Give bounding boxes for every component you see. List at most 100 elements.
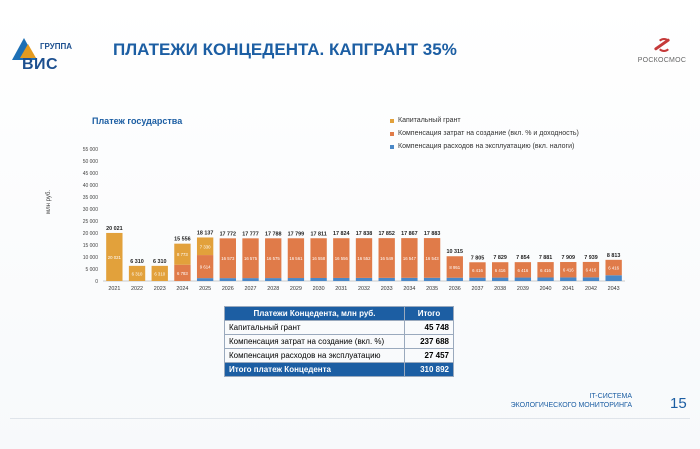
segment-data-label: 7 330	[200, 244, 211, 249]
footer-divider	[10, 418, 690, 419]
logo-triangle-accent-icon	[20, 44, 36, 58]
bar-segment	[378, 277, 395, 281]
segment-data-label: 16 549	[380, 256, 394, 261]
bar-segment	[605, 259, 622, 276]
table-total-label: Итого платеж Концедента	[224, 362, 405, 377]
segment-data-label: 6 416	[608, 266, 619, 271]
bar-segment	[106, 232, 123, 281]
bar-segment	[423, 238, 441, 278]
x-tick-label: 2040	[540, 286, 552, 292]
x-tick-label: 2022	[131, 286, 143, 292]
table-header-row: Платежи Концедента, млн руб. Итого	[224, 306, 454, 321]
table-row-label: Компенсация затрат на создание (вкл. %)	[224, 334, 405, 349]
segment-data-label: 8 951	[449, 265, 460, 270]
chart-legend: Капитальный грант Компенсация затрат на …	[390, 114, 579, 153]
page-number: 15	[670, 395, 687, 412]
x-tick-label: 2036	[449, 286, 461, 292]
legend-label-operation: Компенсация расходов на эксплуатацию (вк…	[398, 143, 575, 150]
x-tick-label: 2039	[517, 286, 529, 292]
bar-segment	[128, 265, 146, 281]
bar-segment	[287, 238, 305, 279]
x-tick-label: 2025	[199, 286, 211, 292]
x-tick-label: 2029	[290, 286, 302, 292]
total-data-label: 17 838	[356, 231, 373, 237]
roscosmos-logo-text: РОСКОСМОС	[637, 57, 687, 64]
bar-segment	[401, 277, 418, 281]
total-data-label: 10 315	[447, 249, 464, 255]
y-tick-label: 25 000	[83, 219, 99, 225]
bar-segment	[310, 238, 327, 278]
x-tick-label: 2037	[471, 286, 483, 292]
bar-segment	[242, 278, 259, 281]
segment-data-label: 16 575	[244, 256, 258, 261]
segment-data-label: 6 416	[586, 268, 597, 273]
x-tick-label: 2042	[585, 286, 597, 292]
total-data-label: 7 829	[493, 255, 507, 261]
bar-segment	[492, 277, 509, 281]
chart-subtitle: Платеж государства	[92, 116, 183, 126]
y-tick-label: 50 000	[83, 159, 99, 165]
table-header-total: Итого	[404, 306, 454, 321]
total-data-label: 17 788	[265, 231, 282, 237]
y-tick-label: 0	[95, 279, 98, 285]
segment-data-label: 6 416	[517, 268, 528, 273]
total-data-label: 18 137	[197, 230, 214, 236]
table-total-value: 310 892	[404, 362, 454, 377]
total-data-label: 7 805	[471, 255, 485, 261]
footer-caption-line1: IT-СИСТЕМА	[589, 393, 632, 400]
x-tick-label: 2032	[358, 286, 370, 292]
segment-data-label: 9 614	[200, 265, 211, 270]
segment-data-label: 16 552	[357, 256, 371, 261]
payments-summary-table: Платежи Концедента, млн руб. Итого Капит…	[224, 306, 454, 377]
table-row: Компенсация расходов на эксплуатацию 27 …	[224, 348, 454, 363]
total-data-label: 17 772	[220, 231, 237, 237]
segment-data-label: 6 416	[563, 268, 574, 273]
y-tick-label: 35 000	[83, 195, 99, 201]
bar-segment	[446, 277, 463, 281]
total-data-label: 17 777	[242, 231, 259, 237]
x-tick-label: 2027	[245, 286, 257, 292]
segment-data-label: 16 558	[312, 256, 326, 261]
segment-data-label: 6 416	[472, 268, 483, 273]
segment-data-label: 6 310	[132, 271, 143, 276]
segment-data-label: 16 556	[335, 256, 349, 261]
x-tick-label: 2030	[313, 286, 325, 292]
segment-data-label: 16 543	[426, 256, 440, 261]
bar-segment	[492, 262, 509, 278]
bar-segment	[560, 277, 577, 281]
total-data-label: 7 939	[584, 255, 598, 261]
legend-label-capgrant: Капитальный грант	[398, 117, 461, 124]
legend-item-creation: Компенсация затрат на создание (вкл. % и…	[390, 127, 579, 140]
bar-segment	[196, 237, 214, 256]
bar-segment	[560, 262, 577, 278]
bar-segment	[242, 238, 259, 279]
y-tick-label: 45 000	[83, 171, 99, 177]
bar-segment	[333, 277, 350, 281]
bar-segment	[446, 256, 463, 278]
x-tick-label: 2024	[176, 286, 188, 292]
logo-big-text: ВИС	[22, 56, 59, 73]
segment-data-label: 16 547	[403, 256, 417, 261]
bar-segment	[605, 275, 622, 281]
y-tick-label: 20 000	[83, 231, 99, 237]
legend-swatch-operation	[390, 144, 394, 149]
logo-small-text: ГРУППА	[40, 42, 73, 51]
y-tick-label: 55 000	[83, 147, 99, 153]
bar-segment	[196, 255, 214, 279]
bar-segment	[287, 278, 305, 281]
total-data-label: 8 813	[607, 253, 621, 259]
x-tick-label: 2033	[381, 286, 393, 292]
vis-group-logo: ГРУППА ВИС	[10, 36, 80, 80]
bar-segment	[469, 277, 486, 281]
total-data-label: 6 310	[153, 259, 167, 265]
bar-segment	[174, 243, 191, 265]
x-tick-label: 2035	[426, 286, 438, 292]
total-data-label: 17 824	[333, 231, 350, 237]
table-total-row: Итого платеж Концедента 310 892	[224, 362, 454, 377]
segment-data-label: 6 416	[495, 268, 506, 273]
footer-caption: IT-СИСТЕМА ЭКОЛОГИЧЕСКОГО МОНИТОРИНГА	[500, 392, 632, 410]
table-row: Компенсация затрат на создание (вкл. %) …	[224, 334, 454, 349]
total-data-label: 17 852	[378, 231, 395, 237]
total-data-label: 17 799	[288, 231, 305, 237]
